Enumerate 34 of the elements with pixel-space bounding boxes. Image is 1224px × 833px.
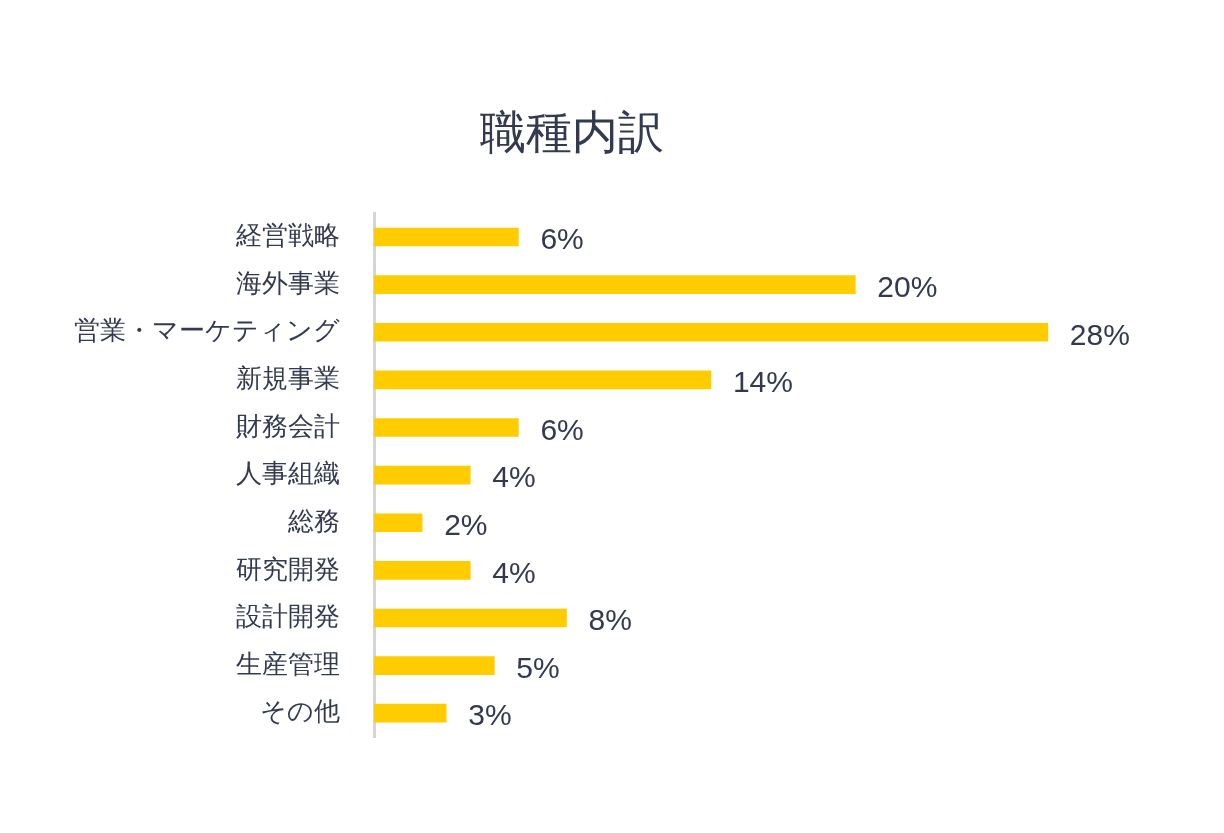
bar — [374, 418, 519, 437]
bar — [374, 322, 1049, 342]
y-tick-label: 総務 — [287, 505, 340, 536]
y-tick-label: 人事組織 — [236, 458, 340, 489]
data-label: 3% — [468, 698, 512, 732]
bar — [374, 561, 471, 580]
data-label: 28% — [1069, 317, 1130, 351]
data-label: 20% — [877, 269, 938, 303]
bar — [374, 465, 471, 485]
y-tick-label: 生産管理 — [236, 648, 340, 679]
data-label: 8% — [588, 603, 632, 637]
y-tick-label: 設計開発 — [236, 601, 340, 632]
y-tick-label: その他 — [260, 696, 340, 727]
data-label: 5% — [516, 650, 560, 684]
bar — [374, 275, 856, 294]
y-tick-label: 財務会計 — [236, 410, 340, 441]
y-tick-label: 新規事業 — [236, 363, 340, 394]
data-label: 4% — [492, 460, 536, 494]
data-label: 14% — [732, 365, 793, 399]
bar — [374, 370, 712, 390]
y-tick-label: 海外事業 — [236, 267, 340, 298]
data-label: 4% — [492, 555, 536, 589]
bar — [374, 513, 423, 533]
y-tick-label: 営業・マーケティング — [74, 315, 340, 346]
data-label: 6% — [540, 222, 584, 256]
data-label: 2% — [444, 507, 488, 541]
y-tick-label: 経営戦略 — [235, 220, 340, 251]
chart-title: 職種内訳 — [480, 106, 664, 159]
y-tick-label: 研究開発 — [236, 553, 340, 584]
bar — [374, 703, 447, 723]
bar — [374, 656, 495, 675]
data-label: 6% — [540, 412, 584, 446]
bar — [374, 608, 567, 628]
bar — [374, 227, 519, 247]
